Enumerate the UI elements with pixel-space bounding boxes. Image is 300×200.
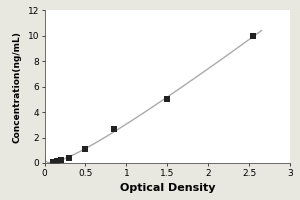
Point: [165, 98, 170, 101]
Point: [50, 160, 55, 164]
Point: [83, 147, 88, 151]
Point: [112, 127, 116, 130]
Point: [251, 34, 256, 37]
Point: [58, 159, 63, 162]
Point: [54, 160, 59, 163]
Point: [67, 156, 71, 159]
Y-axis label: Concentration(ng/mL): Concentration(ng/mL): [13, 31, 22, 143]
X-axis label: Optical Density: Optical Density: [120, 183, 215, 193]
